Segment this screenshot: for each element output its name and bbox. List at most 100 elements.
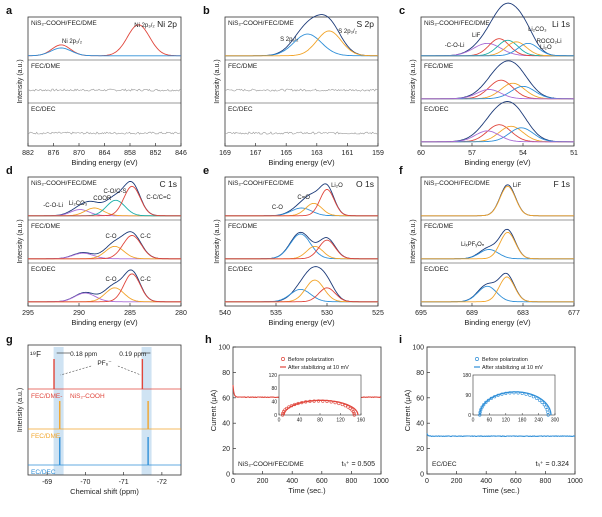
peak-annotation: C=O	[297, 195, 310, 201]
peak-annotation: LiF	[472, 33, 481, 39]
y-tick-label: 0	[226, 472, 230, 479]
inset-marker	[544, 405, 548, 409]
inset-marker	[546, 413, 550, 417]
peak-annotation: C-O	[106, 234, 117, 240]
cell-label: NiS₂-COOH/FEC/DME	[238, 461, 304, 468]
subpanel-label: NiS₂-COOH/FEC/DME	[424, 20, 490, 27]
y-axis-label: Intensity (a.u.)	[17, 59, 24, 103]
x-tick-label: 285	[124, 310, 136, 317]
y-axis-label: Current (μA)	[209, 389, 218, 431]
x-tick-label: 163	[311, 150, 323, 157]
series-line-envelope	[421, 272, 574, 303]
inset-x-tick-label: 60	[487, 418, 493, 424]
series-line-c2	[225, 202, 378, 217]
series-line-c3	[225, 188, 378, 217]
x-axis-label: Binding energy (eV)	[464, 158, 531, 167]
series-line-c3	[225, 287, 378, 303]
series-line-envelope	[28, 231, 181, 260]
inset-marker	[482, 403, 486, 407]
series-line-c2	[225, 279, 378, 303]
x-tick-label: -72	[157, 479, 167, 486]
plot-frame	[232, 346, 382, 475]
series-line-c4	[421, 130, 574, 143]
legend-entry: Before polarization	[288, 357, 334, 363]
subpanel-label: EC/DEC	[31, 106, 56, 113]
plot-frame	[426, 346, 576, 475]
peak-annotation: -C-O-Li	[445, 43, 465, 49]
x-axis-label: Binding energy (eV)	[71, 158, 138, 167]
series-line-c2	[421, 82, 574, 100]
x-tick-label: 864	[99, 150, 111, 157]
current-trace	[426, 433, 576, 438]
inset-marker	[542, 403, 546, 407]
y-tick-label: 0	[420, 472, 424, 479]
panel-letter: g	[6, 334, 13, 346]
x-axis-label: Time (sec.)	[482, 486, 520, 495]
subpanel-label: EC/DEC	[424, 106, 449, 113]
x-tick-label: 200	[451, 478, 463, 485]
x-tick-label: 0	[425, 478, 429, 485]
panel-letter: h	[205, 334, 212, 346]
y-axis-label: Intensity (a.u.)	[214, 219, 221, 263]
x-tick-label: 882	[22, 150, 34, 157]
plot-frame	[420, 176, 575, 307]
y-tick-label: 40	[416, 421, 424, 428]
peak-annotation: -C-O-Li	[43, 203, 63, 209]
panel-letter: d	[6, 165, 13, 177]
y-axis-label: Current (μA)	[403, 389, 412, 431]
inset-y-tick-label: 80	[271, 386, 277, 392]
peak-annotation: Ni 2p₃/₂	[134, 23, 155, 29]
x-tick-label: 800	[346, 478, 358, 485]
peak-annotation: C-O/C-S	[103, 189, 126, 195]
x-tick-label: 280	[175, 310, 187, 317]
x-tick-label: 846	[175, 150, 187, 157]
y-tick-label: 60	[416, 395, 424, 402]
plot-frame	[224, 176, 379, 307]
y-axis-label: Intensity (a.u.)	[410, 219, 417, 263]
series-line-c3	[28, 235, 181, 260]
series-line-lif	[421, 185, 574, 217]
plot-frame	[27, 176, 182, 307]
series-line-c1	[421, 249, 574, 260]
inset-x-tick-label: 180	[518, 418, 527, 424]
panel-title: O 1s	[356, 179, 374, 189]
inset-marker	[352, 413, 356, 417]
y-axis-label: Intensity (a.u.)	[214, 59, 221, 103]
series-line-c3	[421, 85, 574, 100]
inset-marker	[484, 400, 488, 405]
inset-marker	[537, 398, 542, 402]
peak-annotation: Li₂O	[540, 45, 552, 51]
shift-annotation: 0.18 ppm	[70, 351, 97, 358]
inset-y-tick-label: 40	[271, 399, 277, 405]
x-axis-label: Binding energy (eV)	[268, 318, 335, 327]
y-tick-label: 100	[218, 345, 230, 352]
panel-title: Ni 2p	[157, 19, 177, 29]
series-line-noise	[224, 88, 379, 92]
peak-annotation: C-C/C=C	[146, 195, 171, 201]
inset-x-tick-label: 0	[472, 418, 475, 424]
inset-fit-line	[479, 391, 552, 416]
series-line-envelope	[225, 231, 378, 260]
x-tick-label: 60	[417, 150, 425, 157]
peak-annotation: C-O	[106, 277, 117, 283]
x-tick-label: 683	[517, 310, 529, 317]
inset-x-tick-label: 160	[357, 418, 366, 424]
inset-fit-line	[283, 399, 359, 416]
peak-annotation: C-O	[272, 205, 283, 211]
inset-marker	[351, 410, 355, 414]
peak-annotation: C-C	[140, 277, 151, 283]
plot-frame	[27, 16, 182, 147]
x-tick-label: 159	[372, 150, 384, 157]
peak-annotation: COOR	[93, 196, 112, 202]
subpanel-label: FEC/DME	[424, 63, 454, 70]
x-tick-label: 165	[280, 150, 292, 157]
subpanel-label: FEC/DME	[31, 63, 61, 70]
series-line-li2o	[421, 42, 574, 57]
subpanel-label: NiS₂-COOH/FEC/DME	[424, 180, 490, 187]
series-line-c1	[421, 285, 574, 303]
series-line-c2	[28, 287, 181, 303]
pf6-pointer	[60, 365, 92, 376]
peak-annotation: Ni 2p₁/₂	[62, 39, 83, 45]
transference-number: tₗᵢ⁺ = 0.324	[536, 461, 570, 468]
x-tick-label: 677	[568, 310, 580, 317]
